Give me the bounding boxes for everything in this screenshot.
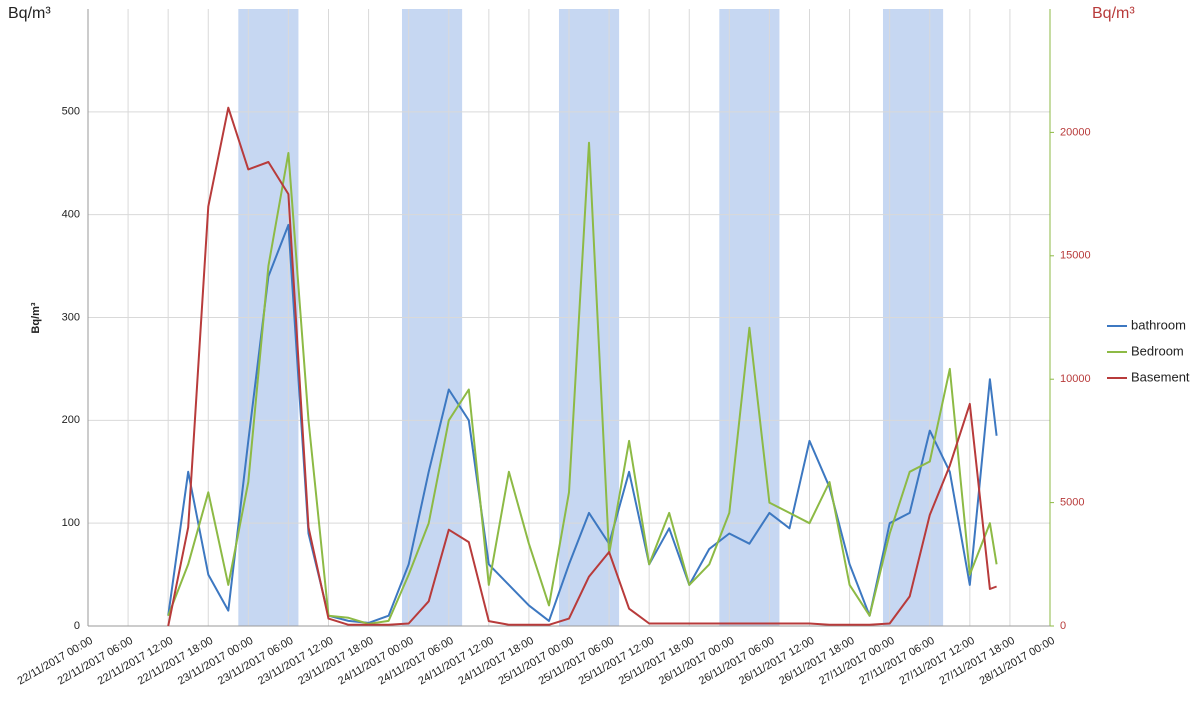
y2-tick-label: 5000 [1060, 497, 1084, 509]
y2-tick-label: 15000 [1060, 250, 1091, 262]
series-line [167, 106, 997, 627]
y-tick-label: 300 [62, 311, 80, 323]
y-tick-label: 500 [62, 106, 80, 118]
legend-label: bathroom [1131, 317, 1186, 332]
y2-tick-label: 20000 [1060, 126, 1091, 138]
y-axis-title: Bq/m³ [30, 302, 42, 334]
plot-background [87, 9, 1051, 627]
y-axis-title-top: Bq/m³ [8, 5, 51, 22]
y-tick-label: 400 [62, 209, 80, 221]
y2-tick-label: 0 [1060, 620, 1066, 632]
y-tick-label: 0 [74, 620, 80, 632]
y2-tick-label: 10000 [1060, 373, 1091, 385]
legend-label: Basement [1131, 369, 1190, 384]
y-tick-label: 100 [62, 517, 80, 529]
series-line [167, 141, 998, 625]
y-tick-label: 200 [62, 414, 80, 426]
x-tick-label: 28/11/2017 00:00 [977, 635, 1056, 688]
legend-label: Bedroom [1131, 343, 1184, 358]
y2-axis-title: Bq/m³ [1092, 5, 1135, 22]
